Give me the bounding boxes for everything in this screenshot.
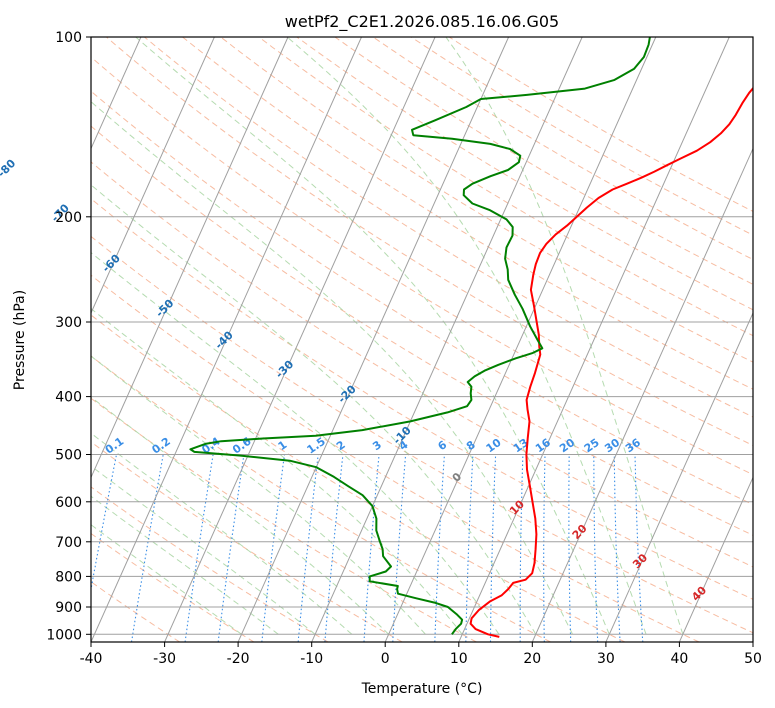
dry-adiabat-line <box>106 37 753 447</box>
isotherm-line <box>605 311 753 642</box>
sounding-series <box>189 37 753 638</box>
y-tick-label: 700 <box>55 535 82 551</box>
y-tick-label: 400 <box>55 390 82 406</box>
mixing-ratio-line <box>434 454 445 642</box>
chart-title: wetPf2_C2E1.2026.085.16.06.G05 <box>285 12 559 32</box>
thermo-background-lines <box>91 37 753 642</box>
moist-adiabat-line <box>91 251 500 635</box>
mixing-ratio-line <box>489 454 497 642</box>
y-tick-label: 200 <box>55 210 82 226</box>
x-tick-label: 50 <box>744 651 762 667</box>
dry-adiabat-line <box>91 235 753 634</box>
dry-adiabat-line <box>220 37 753 363</box>
y-tick-label: 800 <box>55 569 82 585</box>
isotherm-line <box>164 37 436 642</box>
x-tick-label: 10 <box>450 651 468 667</box>
isotherm-line <box>311 37 583 642</box>
dry-adiabat-line <box>334 37 753 285</box>
y-tick-label: 600 <box>55 495 82 511</box>
x-axis-ticks: -40 -30 -20 -10 0 10 20 30 40 50 <box>80 642 762 667</box>
plot-frame <box>90 36 754 643</box>
moist-adiabat-line <box>445 37 684 635</box>
y-axis-label: Pressure (hPa) <box>12 290 28 390</box>
dry-adiabat-line <box>258 37 753 337</box>
x-tick-label: -40 <box>80 651 103 667</box>
x-tick-label: -30 <box>153 651 176 667</box>
dry-adiabat-line <box>410 37 753 236</box>
x-tick-label: 30 <box>597 651 615 667</box>
moist-adiabat-line <box>91 396 390 635</box>
y-axis-ticks: 100 200 300 400 500 600 700 800 900 1000 <box>46 30 91 643</box>
dry-adiabat-line <box>91 56 753 476</box>
isotherm-line <box>91 37 289 479</box>
x-tick-label: 40 <box>670 651 688 667</box>
isotherm-line <box>91 37 142 150</box>
isotherm-line <box>678 476 753 642</box>
moist-adiabat-line <box>91 355 426 635</box>
dry-adiabat-line <box>91 397 477 642</box>
x-tick-label: 0 <box>381 651 390 667</box>
dry-adiabat-line <box>182 37 753 390</box>
y-tick-label: 900 <box>55 600 82 616</box>
isotherm-line <box>531 147 753 642</box>
moist-adiabat-line <box>286 37 647 635</box>
mixing-ratio-line <box>568 454 572 642</box>
moist-adiabat-line <box>91 101 573 635</box>
dry-adiabat-line <box>91 441 403 642</box>
y-tick-label: 1000 <box>46 627 82 643</box>
dry-adiabat-line <box>91 198 753 600</box>
moist-adiabat-line <box>91 465 316 635</box>
dry-adiabat-line <box>144 37 753 418</box>
isotherm-line <box>458 37 730 642</box>
dry-adiabat-line <box>372 37 753 261</box>
moist-adiabat-line <box>91 432 353 635</box>
x-tick-label: -10 <box>300 651 323 667</box>
mixing-ratio-line <box>634 454 644 642</box>
x-axis-label: Temperature (°C) <box>361 681 483 697</box>
grid-lines <box>91 37 753 642</box>
mixing-ratio-line <box>363 454 380 642</box>
y-tick-label: 100 <box>55 30 82 46</box>
temperature-line <box>469 86 753 638</box>
mixing-ratio-line <box>613 454 621 642</box>
dry-adiabat-line <box>91 274 700 642</box>
mixing-ratio-line <box>593 454 599 642</box>
mixing-ratio-line <box>392 454 407 642</box>
moist-adiabat-line <box>91 184 537 635</box>
isotherm-line <box>237 37 510 642</box>
isotherm-line <box>91 37 215 315</box>
moist-adiabat-line <box>91 307 463 635</box>
mixing-ratio-line <box>543 454 546 642</box>
y-tick-label: 500 <box>55 448 82 464</box>
moist-adiabat-line <box>135 37 610 635</box>
x-tick-label: -20 <box>227 651 250 667</box>
dry-adiabat-line <box>91 161 753 568</box>
mixing-ratio-line <box>519 454 524 642</box>
isotherm-line <box>384 37 657 642</box>
x-tick-label: 20 <box>523 651 541 667</box>
y-tick-label: 300 <box>55 315 82 331</box>
dewpoint-line <box>189 37 651 635</box>
mixing-ratio-line <box>465 454 474 642</box>
dry-adiabat-line <box>91 90 753 506</box>
dry-adiabat-line <box>91 532 255 642</box>
isotherm-line <box>91 37 362 642</box>
